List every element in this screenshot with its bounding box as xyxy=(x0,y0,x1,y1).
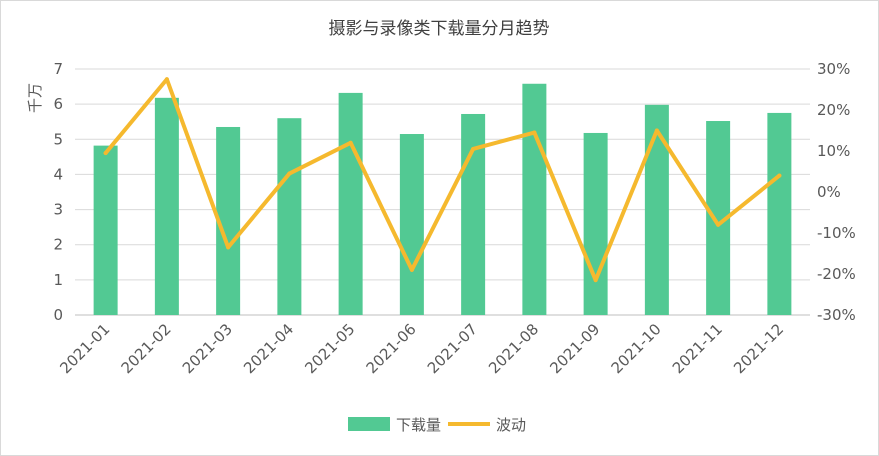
line-point-2021-01 xyxy=(103,151,108,156)
x-tick-label: 2021-05 xyxy=(301,320,358,377)
y-tick-label: 3 xyxy=(53,201,63,219)
y-tick-label: 5 xyxy=(53,130,63,148)
line-path xyxy=(103,77,782,283)
x-tick-label: 2021-04 xyxy=(240,320,297,377)
legend-label-line: 波动 xyxy=(496,416,526,434)
legend-label-bar: 下载量 xyxy=(396,416,441,434)
line-point-2021-06 xyxy=(409,267,414,272)
line-point-2021-04 xyxy=(287,171,292,176)
line-point-2021-07 xyxy=(471,146,476,151)
line-point-2021-03 xyxy=(226,245,231,250)
bar-2021-09 xyxy=(583,132,608,315)
line-point-2021-10 xyxy=(654,128,659,133)
y2-tick-label: 30% xyxy=(817,60,850,78)
line-point-2021-12 xyxy=(777,173,782,178)
bar-2021-10 xyxy=(644,104,669,316)
bar-2021-04 xyxy=(277,118,302,315)
bar-2021-05 xyxy=(338,92,363,315)
x-tick-label: 2021-02 xyxy=(118,320,175,377)
y2-axis-ticks: -30% -20% -10% 0% 10% 20% 30% xyxy=(817,60,856,324)
y-tick-label: 1 xyxy=(53,271,63,289)
y-tick-label: 0 xyxy=(53,306,63,324)
legend: 下载量 波动 xyxy=(348,416,526,434)
bar-2021-06 xyxy=(399,134,424,315)
x-tick-label: 2021-12 xyxy=(730,320,787,377)
x-tick-label: 2021-06 xyxy=(363,320,420,377)
line-point-2021-08 xyxy=(532,130,537,135)
y-axis-ticks: 0 1 2 3 4 5 6 7 xyxy=(53,60,63,324)
x-tick-label: 2021-10 xyxy=(608,320,665,377)
y2-tick-label: 0% xyxy=(817,183,841,201)
x-tick-label: 2021-03 xyxy=(179,320,236,377)
bar-2021-08 xyxy=(522,83,547,315)
y2-tick-label: -30% xyxy=(817,306,856,324)
line-point-2021-11 xyxy=(716,222,721,227)
y-tick-label: 2 xyxy=(53,236,63,254)
line-point-2021-02 xyxy=(164,77,169,82)
y-axis-label: 千万 xyxy=(26,83,44,113)
y2-tick-label: 20% xyxy=(817,101,850,119)
x-tick-label: 2021-11 xyxy=(669,320,726,377)
bar-2021-07 xyxy=(461,113,486,316)
y2-tick-label: -10% xyxy=(817,224,856,242)
bar-2021-01 xyxy=(93,145,118,315)
x-tick-label: 2021-07 xyxy=(424,320,481,377)
chart-title: 摄影与录像类下载量分月趋势 xyxy=(329,19,550,39)
line-point-2021-05 xyxy=(348,140,353,145)
x-tick-label: 2021-08 xyxy=(485,320,542,377)
y-tick-label: 6 xyxy=(53,95,63,113)
x-axis-ticks: 2021-01 2021-02 2021-03 2021-04 2021-05 2021-… xyxy=(56,320,787,377)
x-tick-label: 2021-09 xyxy=(546,320,603,377)
legend-swatch-bar xyxy=(348,417,390,431)
gridlines xyxy=(75,68,810,316)
bar-2021-12 xyxy=(767,112,792,315)
y2-tick-label: -20% xyxy=(817,265,856,283)
y-tick-label: 4 xyxy=(53,165,63,183)
bar-2021-02 xyxy=(154,97,179,316)
y2-tick-label: 10% xyxy=(817,142,850,160)
x-tick-label: 2021-01 xyxy=(56,320,113,377)
y-tick-label: 7 xyxy=(53,60,63,78)
line-point-2021-09 xyxy=(593,278,598,283)
line-series xyxy=(103,77,782,283)
